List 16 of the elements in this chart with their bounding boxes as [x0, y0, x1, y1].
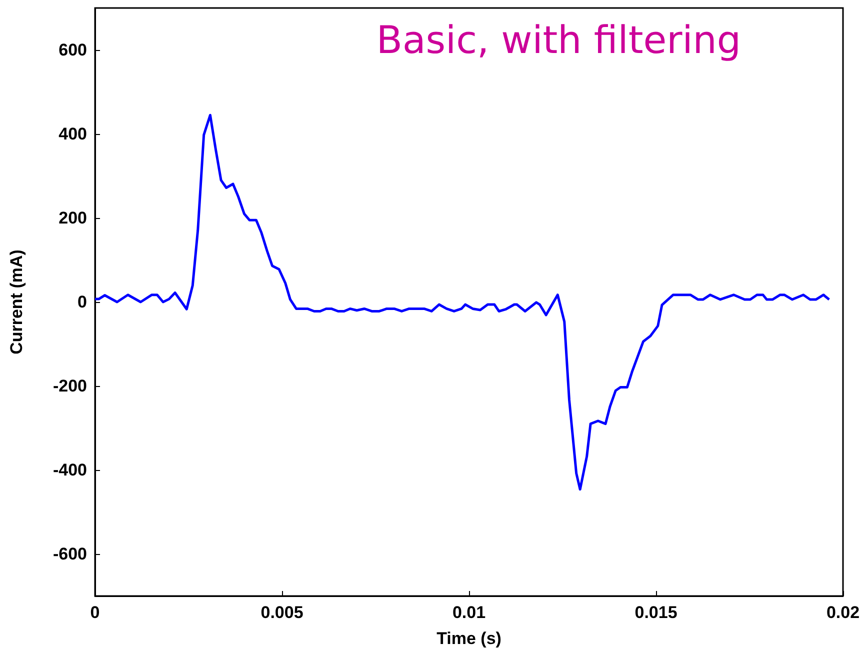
chart-title: Basic, with filtering	[376, 18, 742, 62]
x-tick-label: 0.01	[452, 603, 486, 622]
x-tick-label: 0.015	[634, 603, 678, 622]
y-tick-label: 400	[58, 124, 87, 144]
y-tick-label: -600	[52, 544, 87, 564]
y-tick-label: 600	[58, 40, 87, 60]
y-tick-label: 0	[78, 292, 87, 312]
y-tick-label: 200	[58, 208, 87, 228]
x-tick-label: 0	[90, 603, 100, 622]
y-tick-label: -200	[52, 376, 87, 396]
line-series	[94, 114, 830, 491]
x-tick-label: 0.02	[826, 603, 860, 622]
y-tick-label: -400	[52, 460, 87, 480]
y-axis-title: Current (mA)	[7, 250, 26, 354]
x-axis-title: Time (s)	[436, 629, 502, 648]
x-tick-label: 0.005	[260, 603, 304, 622]
